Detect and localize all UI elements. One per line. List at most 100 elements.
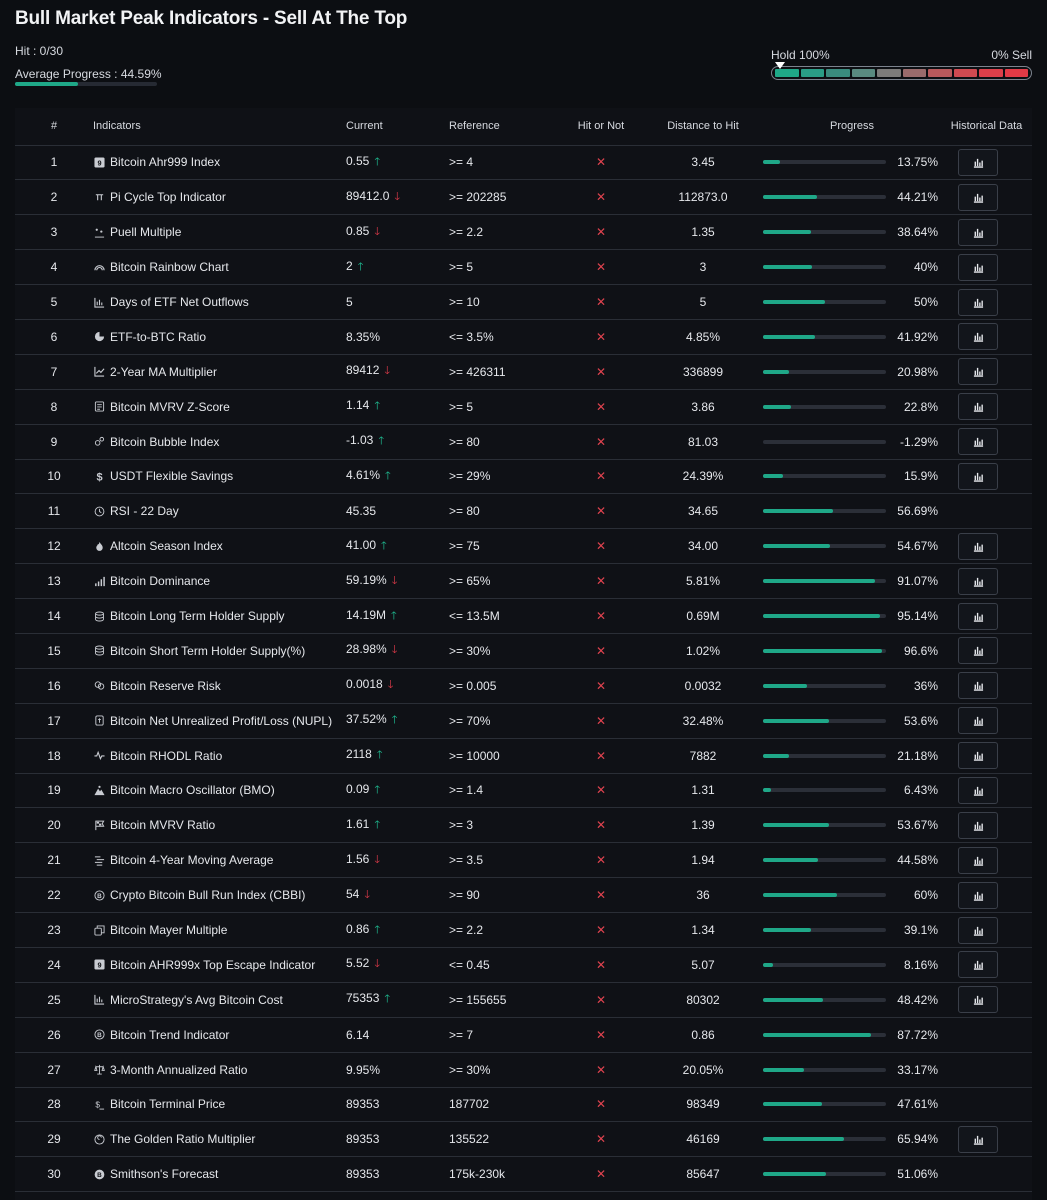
- historical-data-button[interactable]: [958, 148, 998, 176]
- hit-cell: ✕: [559, 878, 643, 913]
- indicator-name[interactable]: Bitcoin AHR999x Top Escape Indicator: [110, 957, 316, 972]
- reference-value: >= 2.2: [449, 923, 484, 938]
- bar-chart-icon: [973, 645, 984, 657]
- indicator-name[interactable]: MicroStrategy's Avg Bitcoin Cost: [110, 992, 283, 1007]
- historical-data-button[interactable]: [958, 672, 998, 700]
- progress-fill: [763, 962, 774, 967]
- historical-data-button[interactable]: [958, 986, 998, 1014]
- current-value: 59.19%: [346, 572, 387, 587]
- historical-data-button[interactable]: [958, 811, 998, 839]
- indicator-name[interactable]: 2-Year MA Multiplier: [110, 364, 217, 379]
- historical-data-button[interactable]: [958, 393, 998, 421]
- gauge-segment: [953, 69, 977, 77]
- indicator-name[interactable]: ETF-to-BTC Ratio: [110, 329, 207, 344]
- historical-data-button[interactable]: [958, 253, 998, 281]
- indicator-name[interactable]: Crypto Bitcoin Bull Run Index (CBBI): [110, 888, 306, 903]
- distance-value: 1.31: [691, 783, 715, 798]
- historical-data-button[interactable]: [958, 707, 998, 735]
- progress-group: 40%: [763, 260, 941, 274]
- progress-fill: [763, 369, 789, 374]
- progress-bar: [763, 1172, 886, 1177]
- row-number: 22: [47, 888, 61, 903]
- current-value: 89412: [346, 363, 380, 378]
- not-hit-x-icon: ✕: [595, 469, 607, 484]
- indicator-name[interactable]: Smithson's Forecast: [110, 1167, 219, 1182]
- indicator-name[interactable]: Altcoin Season Index: [110, 539, 223, 554]
- historical-data-button[interactable]: [958, 742, 998, 770]
- indicator-name[interactable]: Bitcoin Long Term Holder Supply: [110, 609, 285, 624]
- indicator-name[interactable]: Bitcoin Bubble Index: [110, 434, 220, 449]
- historical-data-button[interactable]: [958, 602, 998, 630]
- indicator-name[interactable]: Puell Multiple: [110, 225, 182, 240]
- indicator-name[interactable]: Bitcoin Macro Oscillator (BMO): [110, 783, 275, 798]
- current-cell: 0.86 🡑: [346, 913, 449, 948]
- historical-data-button[interactable]: [958, 218, 998, 246]
- historical-data-button[interactable]: [958, 428, 998, 456]
- indicator-name[interactable]: USDT Flexible Savings: [110, 469, 234, 484]
- historical-data-button[interactable]: [958, 1125, 998, 1153]
- dollar-icon: $: [93, 470, 105, 482]
- historical-data-button[interactable]: [958, 567, 998, 595]
- not-hit-x-icon: ✕: [595, 1167, 607, 1182]
- indicator-name[interactable]: 3-Month Annualized Ratio: [110, 1062, 248, 1077]
- indicator-name[interactable]: Bitcoin Mayer Multiple: [110, 923, 228, 938]
- indicator-name[interactable]: Bitcoin Reserve Risk: [110, 678, 221, 693]
- indicator-label-group: $ USDT Flexible Savings: [93, 469, 346, 483]
- gauge-segment: [979, 69, 1003, 77]
- indicator-name[interactable]: Bitcoin Short Term Holder Supply(%): [110, 643, 306, 658]
- indicator-cell: Bitcoin Reserve Risk: [93, 668, 346, 703]
- column-header-progress: Progress: [763, 108, 941, 146]
- historical-data-button[interactable]: [958, 532, 998, 560]
- indicator-name[interactable]: Bitcoin 4-Year Moving Average: [110, 853, 274, 868]
- indicator-name[interactable]: Bitcoin MVRV Z-Score: [110, 399, 230, 414]
- not-hit-x-icon: ✕: [595, 225, 607, 240]
- reference-value: >= 29%: [449, 469, 491, 484]
- historical-data-button[interactable]: [958, 881, 998, 909]
- arrow-down-icon: 🡓: [384, 365, 391, 378]
- historical-data-button[interactable]: [958, 462, 998, 490]
- historical-cell: [941, 145, 1032, 180]
- distance-value: 80302: [686, 992, 720, 1007]
- progress-bar: [763, 683, 886, 688]
- pi-cycle-icon: [93, 191, 105, 203]
- indicator-name[interactable]: RSI - 22 Day: [110, 504, 179, 519]
- historical-data-button[interactable]: [958, 323, 998, 351]
- indicator-name[interactable]: Bitcoin Dominance: [110, 574, 211, 589]
- current-cell: 0.0018 🡓: [346, 668, 449, 703]
- indicator-name[interactable]: Bitcoin RHODL Ratio: [110, 748, 223, 763]
- current-value: 0.85: [346, 223, 370, 238]
- hit-cell: ✕: [559, 250, 643, 285]
- historical-data-button[interactable]: [958, 776, 998, 804]
- reference-value: >= 80: [449, 434, 480, 449]
- historical-data-button[interactable]: [958, 916, 998, 944]
- historical-cell: [941, 319, 1032, 354]
- indicator-name[interactable]: Bitcoin MVRV Ratio: [110, 818, 216, 833]
- indicator-name[interactable]: Pi Cycle Top Indicator: [110, 190, 226, 205]
- average-progress-bar: [15, 82, 157, 86]
- indicator-name[interactable]: Days of ETF Net Outflows: [110, 295, 249, 309]
- indicator-name[interactable]: Bitcoin Terminal Price: [110, 1097, 226, 1112]
- historical-data-button[interactable]: [958, 358, 998, 386]
- current-value: 0.0018: [346, 677, 383, 692]
- indicator-name[interactable]: Bitcoin Trend Indicator: [110, 1027, 230, 1042]
- clock-icon: [93, 505, 105, 517]
- progress-cell: 33.17%: [763, 1052, 941, 1087]
- hit-cell: ✕: [559, 215, 643, 250]
- historical-data-button[interactable]: [958, 951, 998, 979]
- progress-bar: [763, 439, 886, 444]
- table-row: 5 Days of ETF Net Outflows 5 >= 10 ✕ 5 50%: [15, 285, 1032, 320]
- current-cell: 8.35%: [346, 319, 449, 354]
- indicator-name[interactable]: The Golden Ratio Multiplier: [110, 1132, 256, 1147]
- progress-bar: [763, 300, 886, 304]
- progress-cell: 36%: [763, 668, 941, 703]
- indicator-name[interactable]: Bitcoin Rainbow Chart: [110, 260, 229, 275]
- historical-data-button[interactable]: [958, 183, 998, 211]
- current-cell: 0.55 🡑: [346, 145, 449, 180]
- progress-bar: [763, 718, 886, 723]
- indicator-name[interactable]: Bitcoin Ahr999 Index: [110, 155, 221, 170]
- not-hit-x-icon: ✕: [595, 295, 607, 309]
- indicator-name[interactable]: Bitcoin Net Unrealized Profit/Loss (NUPL…: [110, 713, 333, 728]
- historical-data-button[interactable]: [958, 846, 998, 874]
- historical-data-button[interactable]: [958, 637, 998, 665]
- historical-data-button[interactable]: [958, 288, 998, 316]
